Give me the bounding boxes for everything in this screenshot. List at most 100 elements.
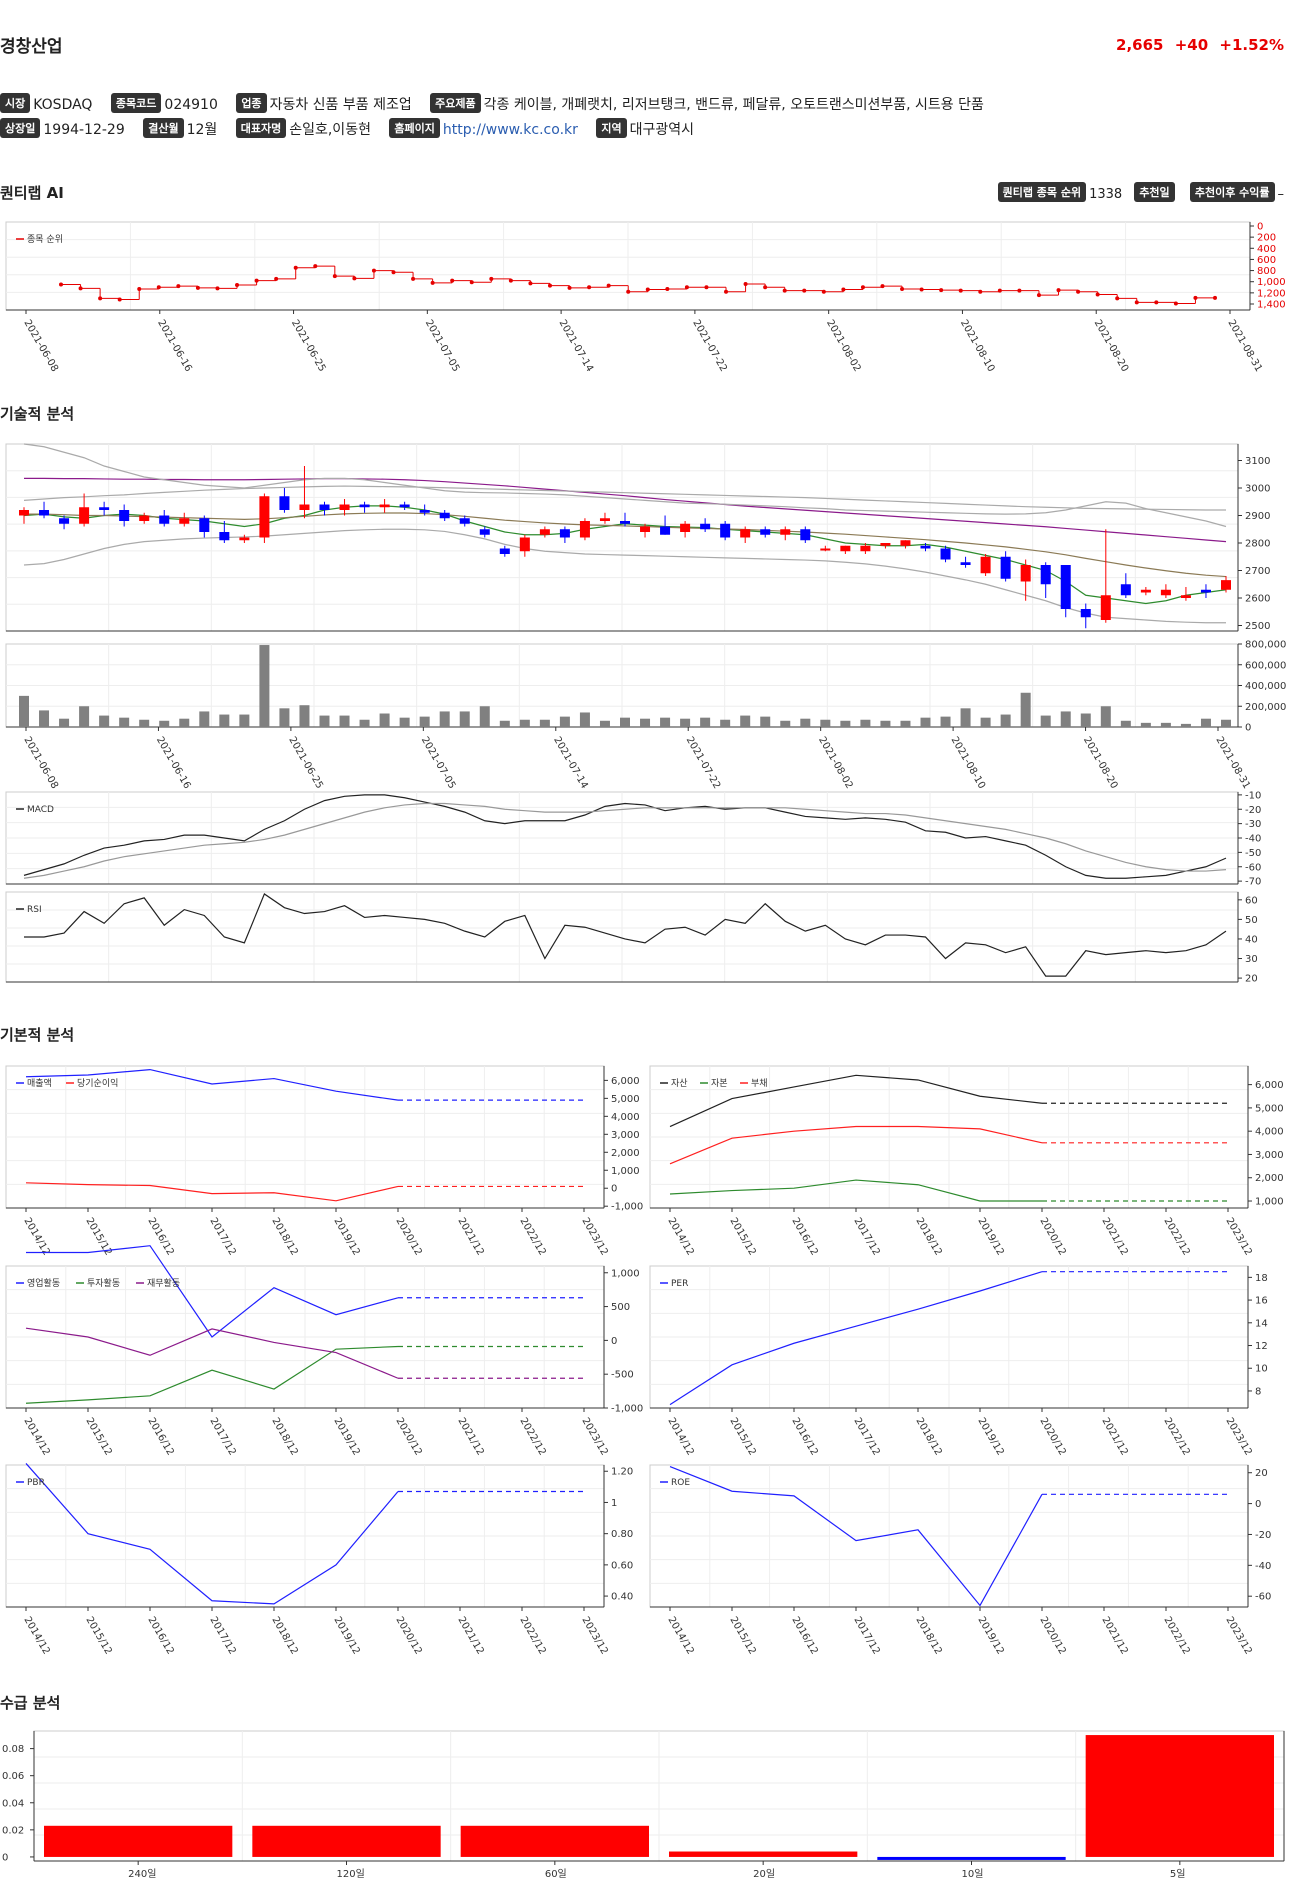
candle-body: [680, 523, 691, 532]
sales-chart-xtick-label: 2023/12: [579, 1216, 609, 1257]
candle-body: [559, 529, 570, 538]
volume-bar: [239, 714, 250, 727]
candle-body: [239, 537, 250, 541]
rec-date-tag: 추천일: [1134, 182, 1175, 202]
candle-body: [139, 515, 150, 521]
cashflow-chart-legend-label: 재무활동: [147, 1277, 180, 1289]
volume-bar: [219, 714, 230, 727]
macd-chart-ytick-label: -60: [1245, 862, 1261, 873]
roe-chart-xtick-label: 2023/12: [1223, 1615, 1253, 1656]
cashflow-chart-legend-label: 영업활동: [27, 1277, 60, 1289]
sales-chart-legend-label: 매출액: [27, 1077, 52, 1089]
volume-bar: [419, 716, 430, 727]
pbr-chart-xtick-label: 2017/12: [207, 1615, 237, 1656]
supply-bar: [877, 1856, 1066, 1860]
macd-chart-ytick-label: -20: [1245, 805, 1261, 816]
volume-bar: [459, 711, 470, 727]
balance-chart-xtick-label: 2014/12: [665, 1216, 695, 1257]
candle-body: [299, 504, 310, 510]
ceo-value: 손일호,이동현: [289, 122, 371, 138]
volume-bar: [940, 716, 951, 727]
per-chart-xtick-label: 2022/12: [1161, 1416, 1191, 1457]
pbr-chart-ytick-label: 0.40: [611, 1592, 633, 1603]
candle-body: [419, 510, 430, 513]
volume-bar: [1140, 722, 1151, 727]
candle-body: [780, 529, 791, 535]
volume-bar: [1180, 723, 1191, 727]
per-chart-xtick-label: 2023/12: [1223, 1416, 1253, 1457]
volume-bar: [519, 719, 530, 727]
volume-chart-xtick-label: 2021-08-31: [1213, 735, 1252, 791]
candle-body: [279, 496, 290, 510]
price-block: 2,665 +40 +1.52%: [1110, 36, 1284, 54]
volume-bar: [960, 708, 971, 727]
rsi-line: [24, 893, 1227, 977]
sales-chart-ytick-label: 2,000: [611, 1148, 640, 1159]
cashflow-chart-xtick-label: 2022/12: [517, 1416, 547, 1457]
supply-ytick-label: 0.04: [2, 1798, 24, 1809]
sales-chart-xtick-label: 2018/12: [269, 1216, 299, 1257]
candle-body: [1180, 595, 1191, 598]
current-price: 2,665: [1116, 36, 1164, 54]
volume-bar: [880, 720, 891, 727]
balance-chart-xtick-label: 2018/12: [913, 1216, 943, 1257]
volume-bar: [1200, 718, 1211, 727]
cashflow-chart-ytick-label: 0: [611, 1336, 617, 1347]
pbr-chart-xtick-label: 2022/12: [517, 1615, 547, 1656]
listing-value: 1994-12-29: [43, 122, 125, 138]
per-chart-ytick-label: 14: [1255, 1318, 1268, 1329]
rsi-chart-ytick-label: 20: [1245, 974, 1258, 985]
per-chart-xtick-label: 2017/12: [851, 1416, 881, 1457]
volume-bar: [479, 706, 490, 727]
rank-point: [508, 278, 513, 283]
company-name: 경창산업: [0, 37, 63, 57]
products-tag: 주요제품: [430, 93, 481, 113]
candle-body: [740, 529, 751, 538]
volume-bar: [1160, 722, 1171, 727]
per-chart-xtick-label: 2020/12: [1037, 1416, 1067, 1457]
candle-chart-ytick-label: 2600: [1245, 594, 1270, 605]
supply-xtick-label: 20일: [753, 1868, 775, 1880]
per-PER-line: [669, 1271, 1043, 1406]
candle-chart-ytick-label: 2800: [1245, 539, 1270, 550]
rank-chart-xtick-label: 2021-07-14: [557, 318, 596, 374]
balance-chart-xtick-label: 2022/12: [1161, 1216, 1191, 1257]
info-row-1: 시장 KOSDAQ 종목코드 024910 업종 자동차 신품 부품 제조업 주요제품…: [0, 93, 998, 114]
candle-body: [840, 545, 851, 552]
candle-body: [1200, 589, 1211, 593]
per-chart-ytick-label: 8: [1255, 1386, 1261, 1397]
cashflow-chart-xtick-label: 2021/12: [455, 1416, 485, 1457]
rsi-chart-legend-label: RSI: [27, 905, 42, 915]
code-value: 024910: [164, 97, 218, 113]
candle-body: [700, 523, 711, 530]
pbr-chart-xtick-label: 2019/12: [331, 1615, 361, 1656]
candle-body: [439, 512, 450, 519]
volume-bar: [319, 715, 330, 727]
candle-body: [1120, 584, 1131, 596]
volume-chart-xtick-label: 2021-08-10: [949, 735, 988, 791]
rank-chart-xtick-label: 2021-08-31: [1225, 318, 1264, 374]
balance-chart-ytick-label: 1,000: [1255, 1197, 1284, 1208]
sales-chart-xtick-label: 2014/12: [21, 1216, 51, 1257]
per-chart-xtick-label: 2019/12: [975, 1416, 1005, 1457]
rank-chart-legend-label: 종목 순위: [27, 234, 63, 245]
per-chart-xtick-label: 2016/12: [789, 1416, 819, 1457]
cashflow-영업활동-line: [26, 1245, 399, 1338]
volume-bar: [1040, 715, 1051, 727]
candle-body: [860, 545, 871, 552]
supply-xtick-label: 60일: [545, 1868, 567, 1880]
rank-chart-xtick-label: 2021-07-05: [423, 318, 462, 374]
candle-body: [880, 543, 891, 546]
roe-chart-xtick-label: 2022/12: [1161, 1615, 1191, 1656]
homepage-link[interactable]: http://www.kc.co.kr: [442, 122, 578, 138]
macd-chart-legend-label: MACD: [27, 805, 54, 815]
volume-chart-xtick-label: 2021-07-14: [551, 735, 590, 791]
sales-chart-xtick-label: 2019/12: [331, 1216, 361, 1257]
macd-chart-ytick-label: -70: [1245, 877, 1261, 888]
pbr-chart-xtick-label: 2016/12: [145, 1615, 175, 1656]
sales-chart-legend-label: 당기순이익: [77, 1077, 118, 1089]
pbr-chart-xtick-label: 2020/12: [393, 1615, 423, 1656]
balance-chart-xtick-label: 2020/12: [1037, 1216, 1067, 1257]
rank-chart-ytick-label: 0: [1257, 222, 1263, 233]
candle-chart-ytick-label: 3000: [1245, 484, 1270, 495]
